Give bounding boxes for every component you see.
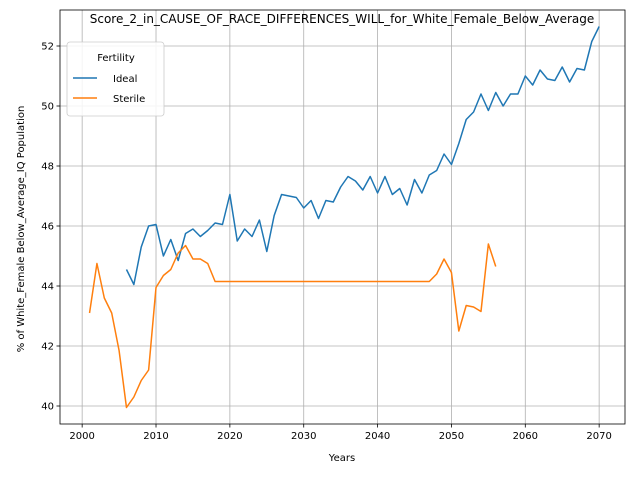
- y-tick-label: 44: [41, 282, 54, 293]
- y-tick-label: 40: [41, 402, 54, 413]
- x-tick-label: 2050: [439, 431, 464, 442]
- y-tick-label: 42: [41, 342, 54, 353]
- series-line-sterile: [88, 243, 497, 409]
- y-tick-label: 50: [41, 102, 54, 113]
- legend-title: Fertility: [97, 53, 135, 64]
- legend: Fertility Ideal Sterile: [66, 41, 165, 117]
- x-tick-label: 2040: [365, 431, 390, 442]
- series-lines: [88, 26, 600, 409]
- series-line-ideal: [125, 26, 600, 286]
- x-tick-label: 2060: [513, 431, 538, 442]
- legend-label-ideal: Ideal: [113, 74, 137, 85]
- y-axis-label: % of White_Female Below_Average_IQ Popul…: [16, 106, 27, 353]
- x-tick-label: 2030: [291, 431, 316, 442]
- y-tick-label: 52: [41, 42, 54, 53]
- grid: [60, 10, 625, 424]
- chart-title: Score_2_in_CAUSE_OF_RACE_DIFFERENCES_WIL…: [90, 12, 595, 26]
- legend-label-sterile: Sterile: [113, 94, 145, 105]
- y-tick-label: 48: [41, 162, 54, 173]
- y-tick-label: 46: [41, 222, 54, 233]
- x-tick-label: 2070: [586, 431, 611, 442]
- x-tick-label: 2000: [69, 431, 94, 442]
- x-axis-label: Years: [328, 453, 355, 464]
- x-tick-label: 2010: [143, 431, 168, 442]
- axis-ticks: 2000 2010 2020 2030 2040 2050 2060 2070 40 42 44 46…: [41, 42, 612, 443]
- x-tick-label: 2020: [217, 431, 242, 442]
- plot-frame: [59, 9, 626, 425]
